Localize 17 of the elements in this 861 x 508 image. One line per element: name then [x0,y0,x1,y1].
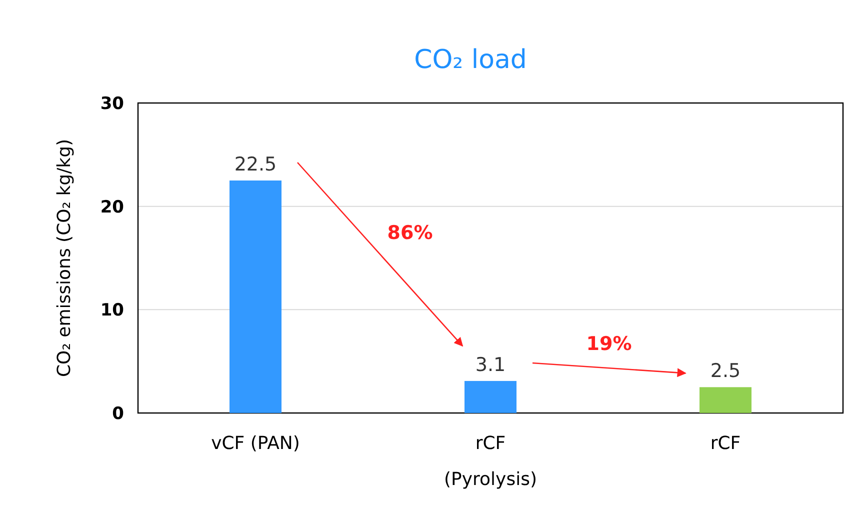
x-tick-label: vCF (PAN) [211,433,300,454]
data-label: 22.5 [234,154,277,176]
y-tick-label: 0 [112,404,124,424]
data-label: 2.5 [710,360,741,382]
bar [230,180,282,413]
annotation: 86% [387,222,433,244]
y-axis-title: CO₂ emissions (CO₂ kg/kg) [54,138,75,378]
bar [464,380,516,413]
chart-title: CO₂ load [414,45,527,75]
y-tick-label: 10 [100,300,124,321]
x-tick-label: rCF (Pyrolysis) [444,433,537,490]
annotation: 19% [586,333,632,356]
y-tick-label: 30 [100,94,124,114]
y-tick-label: 20 [100,197,124,218]
x-tick-label: rCF [710,433,741,454]
data-label: 3.1 [475,354,506,376]
bar [700,387,752,413]
